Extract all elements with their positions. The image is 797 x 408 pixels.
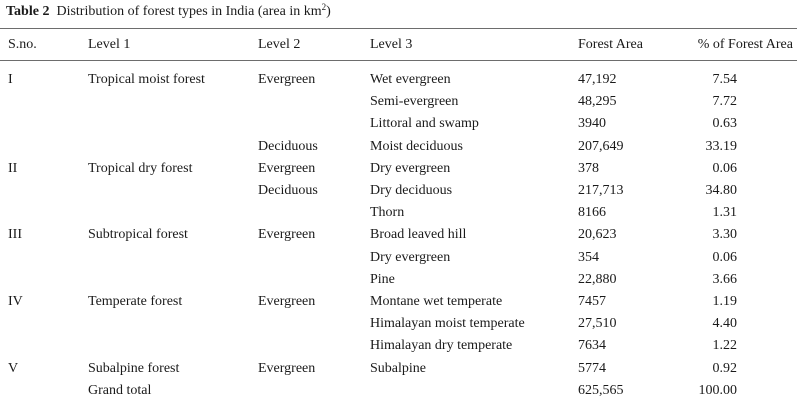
caption-superscript: 2: [321, 2, 327, 12]
caption-text-end: ): [326, 4, 331, 19]
cell-forest-area: 8166: [578, 205, 606, 220]
cell-level-1: Grand total: [88, 383, 152, 398]
cell-forest-area: 354: [578, 250, 599, 265]
cell-level-3: Semi-evergreen: [370, 94, 459, 109]
cell-forest-area: 625,565: [578, 383, 624, 398]
cell-level-3: Dry evergreen: [370, 250, 451, 265]
cell-level-1: Temperate forest: [88, 294, 183, 309]
cell-sno: I: [8, 72, 13, 87]
cell-level-3: Himalayan dry temperate: [370, 338, 513, 353]
cell-level-3: Pine: [370, 272, 395, 287]
cell-forest-area: 5774: [578, 361, 606, 376]
cell-level-3: Dry evergreen: [370, 161, 451, 176]
cell-percent-forest-area: 3.66: [712, 272, 738, 287]
cell-sno: III: [8, 227, 22, 242]
cell-level-3: Subalpine: [370, 361, 426, 376]
cell-level-3: Montane wet temperate: [370, 294, 503, 309]
cell-percent-forest-area: 4.40: [712, 316, 738, 331]
cell-percent-forest-area: 3.30: [712, 227, 738, 242]
cell-sno: V: [8, 361, 19, 376]
cell-percent-forest-area: 1.19: [712, 294, 738, 309]
table-top-rule: [0, 28, 797, 29]
cell-forest-area: 7634: [578, 338, 606, 353]
cell-level-1: Subtropical forest: [88, 227, 188, 242]
cell-level-3: Wet evergreen: [370, 72, 451, 87]
header-level-3: Level 3: [370, 37, 413, 52]
cell-level-1: Tropical dry forest: [88, 161, 193, 176]
cell-percent-forest-area: 0.06: [712, 250, 738, 265]
cell-level-2: Evergreen: [258, 361, 316, 376]
cell-forest-area: 3940: [578, 116, 606, 131]
cell-level-2: Evergreen: [258, 294, 316, 309]
cell-level-1: Tropical moist forest: [88, 72, 205, 87]
cell-level-2: Deciduous: [258, 183, 318, 198]
header-sno: S.no.: [8, 37, 37, 52]
cell-percent-forest-area: 0.92: [712, 361, 738, 376]
cell-level-2: Deciduous: [258, 139, 318, 154]
cell-forest-area: 48,295: [578, 94, 617, 109]
header-bottom-rule: [0, 60, 797, 61]
table-number: Table 2: [6, 4, 50, 19]
cell-forest-area: 207,649: [578, 139, 624, 154]
header-level-2: Level 2: [258, 37, 301, 52]
cell-sno: II: [8, 161, 18, 176]
cell-level-2: Evergreen: [258, 161, 316, 176]
cell-level-3: Himalayan moist temperate: [370, 316, 525, 331]
cell-level-3: Thorn: [370, 205, 405, 220]
cell-level-3: Broad leaved hill: [370, 227, 467, 242]
cell-percent-forest-area: 100.00: [698, 383, 738, 398]
header-level-1: Level 1: [88, 37, 131, 52]
header-forest-area: Forest Area: [578, 37, 643, 52]
cell-forest-area: 22,880: [578, 272, 617, 287]
cell-percent-forest-area: 0.06: [712, 161, 738, 176]
cell-percent-forest-area: 1.22: [712, 338, 738, 353]
table-caption: Table 2 Distribution of forest types in …: [6, 3, 331, 21]
cell-forest-area: 20,623: [578, 227, 617, 242]
cell-level-1: Subalpine forest: [88, 361, 180, 376]
cell-level-3: Dry deciduous: [370, 183, 453, 198]
cell-forest-area: 47,192: [578, 72, 617, 87]
cell-percent-forest-area: 34.80: [705, 183, 738, 198]
cell-forest-area: 378: [578, 161, 599, 176]
cell-forest-area: 7457: [578, 294, 606, 309]
cell-percent-forest-area: 7.72: [712, 94, 738, 109]
cell-percent-forest-area: 0.63: [712, 116, 738, 131]
cell-sno: IV: [8, 294, 23, 309]
cell-level-3: Littoral and swamp: [370, 116, 479, 131]
cell-forest-area: 27,510: [578, 316, 617, 331]
cell-forest-area: 217,713: [578, 183, 624, 198]
cell-percent-forest-area: 7.54: [712, 72, 738, 87]
cell-level-2: Evergreen: [258, 227, 316, 242]
header-percent-forest-area: % of Forest Area: [697, 37, 793, 52]
cell-percent-forest-area: 1.31: [712, 205, 738, 220]
cell-level-2: Evergreen: [258, 72, 316, 87]
cell-percent-forest-area: 33.19: [705, 139, 738, 154]
cell-level-3: Moist deciduous: [370, 139, 463, 154]
caption-text: Distribution of forest types in India (a…: [56, 4, 322, 19]
